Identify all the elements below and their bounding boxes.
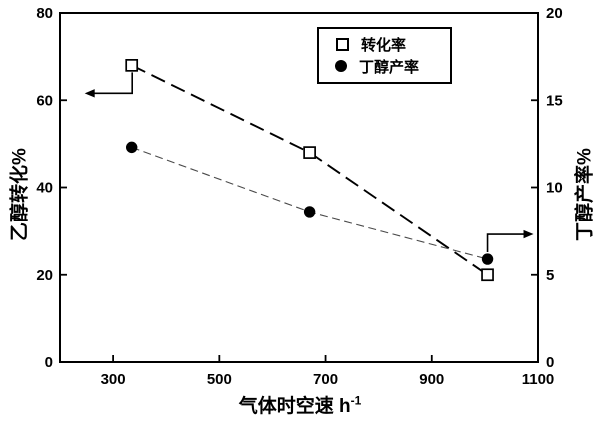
x-axis-ticks: 300 500 700 900 1100	[101, 355, 555, 388]
y-axis-label-right-text: 丁醇产率%	[574, 148, 596, 241]
y-right-tick-label: 15	[546, 92, 563, 109]
data-point-filled-circle	[303, 206, 316, 218]
data-point-open-square	[303, 146, 316, 159]
arrow-shaft	[92, 72, 133, 95]
legend-label-conversion: 转化率	[361, 36, 407, 54]
data-point-open-square	[481, 268, 494, 282]
y-axis-left-ticks: 0 20 40 60 80	[36, 5, 67, 371]
series-markers-0	[125, 58, 494, 282]
x-tick-label: 900	[419, 371, 444, 388]
y-right-tick-label: 0	[546, 354, 554, 371]
y-axis-label-left: 乙醇转化%	[5, 85, 32, 305]
series-markers-1	[126, 141, 494, 265]
data-point-open-square	[125, 58, 139, 72]
axis-indicator-arrow-left	[84, 72, 133, 98]
series-line-1	[131, 146, 488, 260]
arrow-head-left-icon	[84, 89, 95, 98]
y-axis-label-left-text: 乙醇转化%	[9, 148, 31, 241]
x-axis-label: 气体时空速 h-1	[0, 391, 600, 418]
arrow-shaft	[486, 233, 526, 253]
y-left-tick-label: 20	[36, 267, 53, 284]
data-point-filled-circle	[481, 253, 494, 265]
x-axis-label-text: 气体时空速 h	[238, 396, 351, 417]
data-point-filled-circle	[126, 141, 138, 154]
filled-circle-marker-icon	[335, 60, 347, 72]
open-square-marker-icon	[336, 37, 349, 51]
x-tick-label: 700	[313, 371, 338, 388]
y-left-tick-label: 60	[36, 92, 53, 109]
legend-label-butanol-yield: 丁醇产率	[359, 58, 420, 76]
y-left-tick-label: 80	[36, 5, 53, 22]
y-axis-label-right: 丁醇产率%	[570, 85, 597, 305]
y-left-tick-label: 0	[45, 354, 53, 371]
x-tick-label: 1100	[522, 371, 555, 388]
series-line-0	[131, 64, 489, 276]
y-right-tick-label: 5	[546, 267, 554, 284]
x-tick-label: 300	[101, 371, 126, 388]
x-tick-label: 500	[207, 371, 232, 388]
y-right-tick-label: 10	[546, 180, 563, 197]
axis-indicator-arrow-right	[486, 229, 534, 253]
y-left-tick-label: 40	[36, 180, 53, 197]
x-axis-label-superscript: -1	[350, 393, 362, 408]
y-right-tick-label: 20	[546, 5, 563, 22]
y-axis-right-ticks: 0 5 10 15 20	[531, 5, 563, 371]
legend-item-conversion: 转化率	[319, 33, 450, 55]
legend-item-butanol-yield: 丁醇产率	[319, 55, 450, 77]
legend: 转化率 丁醇产率	[317, 27, 452, 84]
arrow-head-right-icon	[523, 229, 534, 239]
